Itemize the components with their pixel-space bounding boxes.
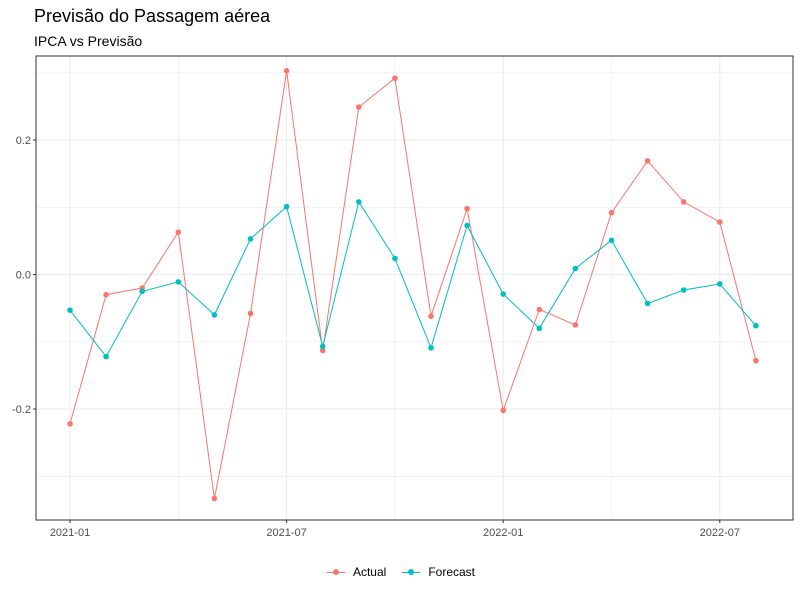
data-point-forecast — [680, 287, 687, 293]
data-point-forecast — [67, 307, 73, 313]
legend-key-actual — [325, 565, 347, 579]
legend-key-forecast — [400, 565, 422, 579]
data-point-forecast — [139, 288, 145, 295]
data-point-actual — [680, 199, 687, 205]
data-point-forecast — [464, 222, 470, 229]
series-layer — [67, 67, 759, 502]
data-point-forecast — [717, 281, 723, 287]
legend-item-forecast: Forecast — [400, 565, 475, 579]
data-point-forecast — [103, 353, 109, 360]
data-point-actual — [319, 347, 326, 354]
data-point-actual — [67, 421, 73, 427]
axis-tick-labels: -0.2 0.0 0.2 2021-01 2021-07 2022-01 2022-07 — [12, 135, 740, 539]
data-point-actual — [536, 306, 543, 313]
axis-ticks — [33, 139, 721, 523]
data-point-forecast — [247, 236, 254, 242]
x-tick-label: 2021-01 — [50, 527, 90, 539]
x-tick-label: 2021-07 — [266, 527, 306, 539]
data-point-actual — [644, 158, 651, 164]
data-point-forecast — [356, 199, 362, 205]
data-point-forecast — [283, 203, 290, 210]
y-tick-label: -0.2 — [12, 404, 31, 416]
legend-item-actual: Actual — [325, 565, 386, 579]
legend: Actual Forecast — [0, 565, 800, 579]
data-point-actual — [356, 104, 362, 110]
data-point-actual — [175, 229, 182, 235]
data-point-actual — [572, 322, 579, 328]
data-point-actual — [428, 313, 434, 320]
data-point-actual — [211, 495, 218, 502]
major-gridlines — [36, 56, 793, 520]
minor-gridlines — [36, 56, 793, 520]
legend-label-forecast: Forecast — [428, 565, 476, 579]
data-point-actual — [464, 205, 470, 212]
legend-label-actual: Actual — [352, 565, 387, 579]
data-point-actual — [608, 209, 615, 216]
panel-border — [35, 55, 794, 521]
data-point-forecast — [211, 312, 218, 318]
data-point-forecast — [319, 343, 326, 350]
x-tick-label: 2022-07 — [700, 527, 740, 539]
data-point-actual — [753, 357, 759, 364]
y-tick-label: 0.0 — [16, 270, 31, 282]
data-point-forecast — [644, 300, 651, 307]
data-point-forecast — [175, 279, 182, 285]
y-tick-label: 0.2 — [16, 135, 31, 147]
series-line-actual — [69, 70, 757, 499]
data-point-actual — [103, 291, 109, 298]
data-point-forecast — [428, 345, 434, 351]
data-point-forecast — [572, 265, 579, 272]
data-point-actual — [717, 219, 723, 225]
data-point-forecast — [500, 291, 507, 297]
data-point-actual — [283, 67, 290, 74]
data-point-forecast — [753, 322, 759, 329]
data-point-actual — [500, 407, 507, 414]
data-point-actual — [247, 310, 254, 317]
data-point-actual — [392, 75, 398, 81]
series-line-forecast — [69, 200, 757, 358]
x-tick-label: 2022-01 — [483, 527, 523, 539]
chart-subtitle: IPCA vs Previsão — [34, 33, 143, 49]
data-point-forecast — [392, 255, 398, 262]
data-point-forecast — [608, 237, 615, 244]
chart-title: Previsão do Passagem aérea — [34, 6, 271, 26]
data-point-forecast — [536, 325, 543, 332]
